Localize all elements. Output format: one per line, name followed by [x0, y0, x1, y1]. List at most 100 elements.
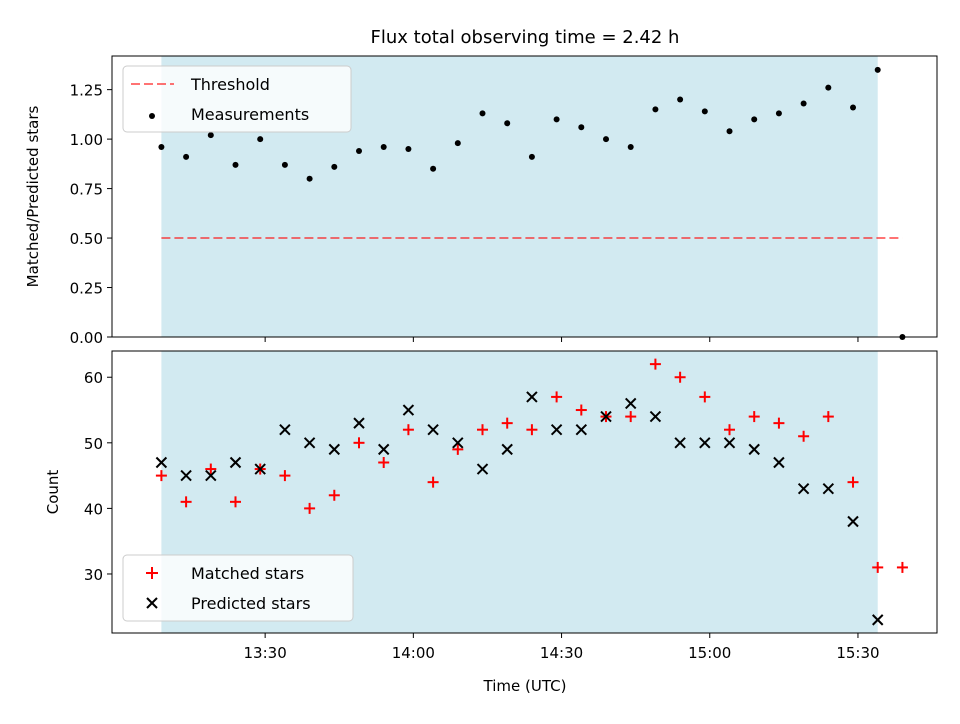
predicted-star-point — [847, 515, 859, 528]
measurement-point — [528, 153, 535, 160]
matched-star-point — [205, 463, 217, 475]
measurement-point — [183, 153, 190, 160]
measurement-point — [850, 104, 857, 111]
matched-star-point — [798, 430, 810, 442]
x-tick-label: 14:30 — [540, 644, 583, 662]
matched-star-point — [773, 417, 785, 429]
matched-star-point — [872, 561, 884, 573]
bottom-y-ticks: 30 40 50 60 — [84, 369, 112, 584]
predicted-star-point — [649, 410, 662, 423]
bottom-y-tick-label: 30 — [84, 566, 103, 584]
bottom-legend-box — [122, 554, 354, 622]
measurement-point — [356, 147, 363, 154]
matched-star-point — [724, 424, 736, 436]
matched-star-point — [674, 371, 686, 383]
top-legend: Threshold Measurements — [122, 65, 352, 133]
measurement-point — [553, 116, 560, 123]
top-legend-box — [122, 65, 352, 133]
predicted-star-point — [377, 443, 390, 456]
matched-star-point — [304, 502, 316, 514]
x-tick-label: 15:30 — [836, 644, 879, 662]
predicted-star-point — [279, 423, 291, 436]
measurement-point — [232, 161, 239, 168]
predicted-star-point — [699, 437, 711, 449]
measurement-point — [652, 106, 659, 113]
matched-stars-points — [155, 358, 908, 573]
matched-star-point — [378, 456, 390, 468]
measurement-point — [627, 144, 634, 151]
predicted-star-point — [575, 423, 588, 436]
predicted-star-point — [501, 443, 513, 456]
legend-measurement-label: Measurements — [191, 105, 309, 124]
predicted-star-point — [748, 443, 760, 456]
measurement-point — [207, 132, 214, 139]
predicted-star-point — [303, 437, 316, 449]
top-panel: 0.00 0.25 0.50 0.75 1.00 1.25 Matched/Predict… — [24, 55, 938, 347]
measurement-point — [306, 175, 313, 182]
measurement-point — [331, 163, 338, 170]
top-y-tick-label: 1.00 — [70, 131, 103, 149]
bottom-y-tick-label: 50 — [84, 435, 103, 453]
x-tick-label: 14:00 — [392, 644, 435, 662]
top-y-tick-label: 1.25 — [70, 82, 103, 100]
measurement-points — [158, 66, 906, 340]
matched-star-point — [896, 561, 908, 573]
measurement-point — [874, 66, 881, 73]
measurement-point — [430, 165, 437, 172]
matched-star-point — [847, 476, 859, 488]
matched-star-point — [452, 443, 464, 455]
legend-matched-label: Matched stars — [191, 564, 304, 583]
matched-star-point — [748, 411, 760, 423]
measurement-point — [726, 128, 733, 135]
top-y-tick-label: 0.00 — [70, 329, 103, 347]
top-y-tick-label: 0.25 — [70, 280, 103, 298]
bottom-axes-frame — [111, 350, 938, 634]
top-y-tick-label: 0.75 — [70, 181, 103, 199]
bottom-panel: 30 40 50 60 13:30 14:00 14:30 15:00 15:30 Count… — [44, 350, 938, 695]
predicted-star-point — [328, 443, 341, 456]
matched-star-point — [551, 391, 563, 403]
measurement-point — [775, 110, 782, 117]
bottom-y-tick-label: 40 — [84, 500, 103, 518]
measurement-point — [281, 161, 288, 168]
predicted-star-point — [550, 423, 563, 436]
matched-star-point — [625, 411, 637, 423]
predicted-star-point — [229, 456, 242, 469]
bottom-legend: Matched stars Predicted stars — [122, 554, 354, 622]
bottom-y-axis-label: Count — [44, 470, 62, 515]
predicted-star-point — [822, 483, 835, 495]
matched-star-point — [155, 470, 167, 482]
matched-star-point — [427, 476, 439, 488]
measurement-point — [800, 100, 807, 107]
matched-star-point — [477, 424, 489, 436]
measurement-point — [158, 144, 165, 151]
measurement-point — [825, 84, 832, 91]
measurement-point — [380, 144, 387, 151]
legend-predicted-swatch — [146, 597, 158, 609]
predicted-star-point — [353, 417, 365, 429]
top-axes-frame — [111, 55, 938, 338]
predicted-star-point — [723, 437, 736, 449]
predicted-star-point — [797, 483, 810, 495]
predicted-star-point — [180, 469, 192, 482]
legend-threshold-label: Threshold — [190, 75, 270, 94]
predicted-star-point — [674, 437, 686, 449]
predicted-star-point — [625, 397, 637, 410]
matched-star-point — [353, 437, 365, 449]
x-tick-label: 13:30 — [244, 644, 287, 662]
measurement-point — [677, 96, 684, 103]
measurement-point — [257, 136, 264, 143]
top-x-ticks — [264, 337, 859, 342]
predicted-star-point — [452, 437, 464, 449]
matched-star-point — [649, 358, 661, 370]
predicted-star-point — [254, 463, 266, 475]
matched-star-point — [822, 411, 834, 423]
top-y-axis-label: Matched/Predicted stars — [24, 106, 42, 288]
matched-star-point — [699, 391, 711, 403]
chart-title: Flux total observing time = 2.42 h — [371, 27, 680, 48]
predicted-star-point — [600, 410, 612, 423]
x-axis-label: Time (UTC) — [483, 677, 567, 695]
predicted-star-point — [872, 614, 884, 626]
legend-measurement-swatch — [149, 113, 155, 119]
